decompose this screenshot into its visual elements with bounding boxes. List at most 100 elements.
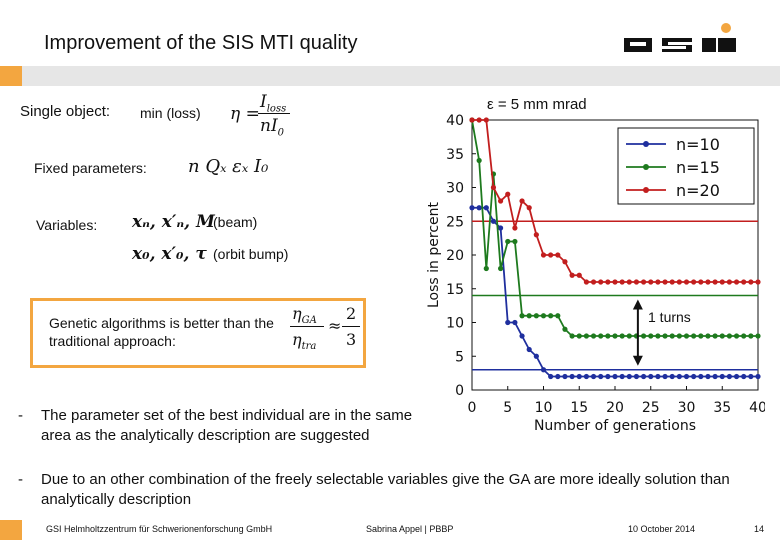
ga-ratio-formula: ηGA ηtra ≈ 2 3	[290, 302, 362, 360]
data-point-n=15	[755, 333, 761, 339]
data-point-n=10	[612, 373, 618, 380]
data-point-n=20	[540, 252, 547, 258]
footer-page-number: 14	[754, 524, 765, 534]
data-point-n=20	[605, 279, 611, 285]
footer-author: Sabrina Appel | PBBP	[366, 524, 454, 534]
data-point-n=10	[712, 373, 718, 380]
turns-annotation: 1 turns	[648, 309, 691, 325]
data-point-n=20	[490, 184, 497, 191]
min-loss-text: min (loss)	[140, 105, 201, 121]
data-point-n=15	[533, 313, 539, 319]
legend-marker-n=10	[643, 141, 649, 147]
x-tick-label: 40	[749, 400, 765, 416]
data-point-n=20	[469, 117, 475, 123]
data-point-n=10	[598, 373, 604, 380]
data-point-n=10	[590, 373, 597, 380]
data-point-n=20	[648, 279, 654, 285]
gsi-logo	[622, 22, 740, 61]
data-point-n=10	[641, 373, 647, 380]
data-point-n=20	[612, 279, 618, 285]
data-point-n=15	[598, 333, 604, 339]
x-tick-label: 25	[642, 400, 660, 416]
data-point-n=10	[705, 373, 711, 380]
data-point-n=10	[733, 373, 740, 380]
variables-orbit-formula: x₀, x′₀, τ	[132, 244, 207, 264]
y-tick-label: 30	[446, 181, 464, 197]
data-point-n=10	[669, 373, 675, 380]
data-point-n=15	[605, 333, 611, 339]
data-point-n=15	[726, 333, 732, 339]
data-point-n=10	[576, 373, 582, 380]
data-point-n=15	[705, 333, 711, 339]
data-point-n=20	[669, 279, 675, 285]
data-point-n=15	[505, 238, 511, 245]
legend-marker-n=20	[643, 187, 649, 193]
data-point-n=15	[483, 265, 489, 272]
data-point-n=10	[605, 373, 611, 380]
x-tick-label: 5	[503, 400, 512, 416]
data-point-n=20	[733, 279, 740, 285]
data-point-n=10	[676, 373, 682, 380]
data-point-n=15	[540, 313, 547, 319]
data-point-n=10	[512, 319, 518, 326]
data-point-n=20	[676, 279, 682, 285]
data-point-n=20	[512, 225, 518, 231]
data-point-n=10	[748, 373, 754, 380]
data-point-n=15	[748, 333, 754, 339]
data-point-n=10	[655, 373, 661, 380]
data-point-n=20	[526, 205, 532, 211]
data-point-n=15	[555, 313, 561, 319]
x-tick-label: 30	[678, 400, 696, 416]
data-point-n=20	[598, 279, 604, 285]
data-point-n=20	[662, 279, 668, 285]
data-point-n=20	[655, 279, 661, 285]
x-tick-label: 35	[713, 400, 731, 416]
bullet-dash-1: -	[18, 407, 23, 424]
data-point-n=10	[569, 373, 575, 380]
data-point-n=20	[705, 279, 711, 285]
data-point-n=10	[755, 373, 761, 380]
data-point-n=15	[498, 265, 504, 272]
data-point-n=20	[583, 279, 589, 285]
data-point-n=15	[662, 333, 668, 339]
data-point-n=10	[483, 205, 489, 211]
data-point-n=15	[512, 238, 518, 245]
y-tick-label: 20	[446, 248, 464, 264]
y-tick-label: 35	[446, 147, 464, 163]
data-point-n=20	[719, 279, 725, 285]
epsilon-annotation: ε = 5 mm mrad	[487, 96, 587, 113]
turns-arrow-head-top	[632, 299, 643, 310]
variables-orbit-note: (orbit bump)	[213, 246, 289, 262]
y-tick-label: 5	[455, 349, 464, 365]
data-point-n=15	[733, 333, 740, 339]
ga-highlight-box	[30, 298, 366, 368]
header-accent-bar	[0, 66, 22, 86]
page-title: Improvement of the SIS MTI quality	[44, 32, 358, 54]
data-point-n=15	[526, 313, 532, 319]
data-point-n=20	[712, 279, 718, 285]
y-tick-label: 25	[446, 214, 464, 230]
bullet-text-1: The parameter set of the best individual…	[41, 407, 413, 444]
variables-label: Variables:	[36, 217, 98, 233]
footer-accent-bar	[0, 520, 22, 540]
data-point-n=20	[476, 117, 482, 123]
data-point-n=10	[533, 353, 539, 359]
data-point-n=10	[691, 373, 697, 380]
data-point-n=20	[548, 252, 554, 258]
data-point-n=15	[669, 333, 675, 339]
data-point-n=20	[633, 279, 640, 285]
data-point-n=20	[698, 279, 704, 285]
data-point-n=20	[533, 232, 539, 238]
data-point-n=10	[583, 373, 589, 380]
data-point-n=10	[741, 373, 747, 380]
data-point-n=15	[648, 333, 654, 339]
y-tick-label: 40	[446, 113, 464, 129]
data-point-n=10	[562, 373, 568, 380]
x-tick-label: 0	[468, 400, 477, 416]
data-point-n=20	[683, 279, 690, 285]
data-point-n=20	[505, 191, 511, 197]
x-tick-label: 20	[606, 400, 624, 416]
data-point-n=15	[676, 333, 682, 339]
fixed-parameters-label: Fixed parameters:	[34, 160, 147, 176]
y-tick-label: 0	[455, 383, 464, 399]
